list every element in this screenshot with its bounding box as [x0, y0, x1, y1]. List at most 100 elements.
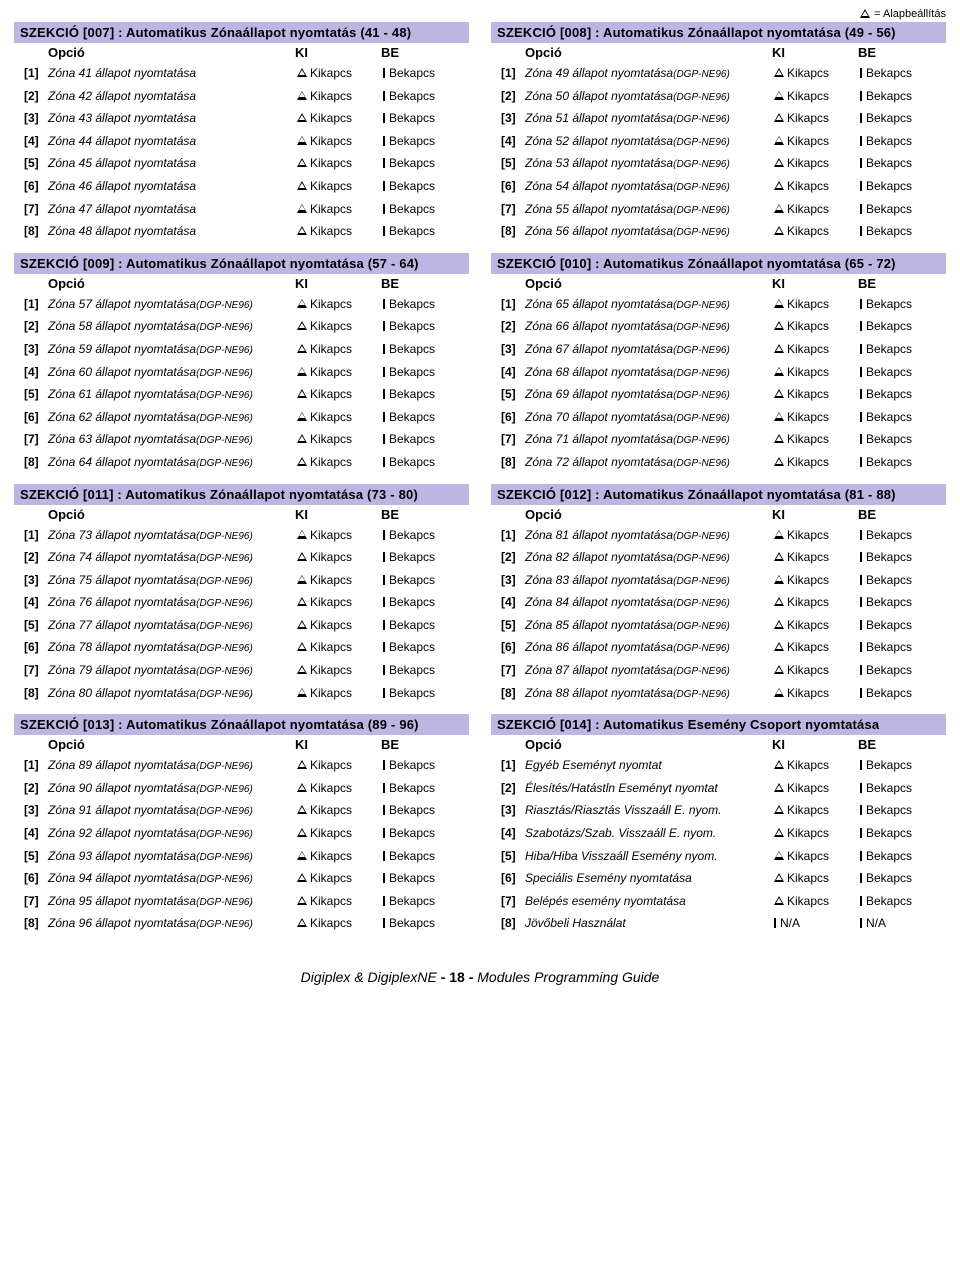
- option-row: [7]Zóna 47 állapot nyomtatásaKikapcsBeka…: [14, 198, 469, 221]
- col-opcio: Opció: [48, 507, 295, 522]
- option-be: Bekapcs: [860, 87, 946, 106]
- option-ki: Kikapcs: [297, 340, 383, 359]
- bar-icon: [383, 136, 385, 146]
- option-index: [4]: [14, 824, 48, 843]
- option-index: [2]: [14, 87, 48, 106]
- option-row: [4]Zóna 60 állapot nyomtatása(DGP-NE96)K…: [14, 361, 469, 384]
- option-index: [5]: [491, 847, 525, 866]
- option-label: Zóna 84 állapot nyomtatása(DGP-NE96): [525, 593, 774, 612]
- section: SZEKCIÓ [008] : Automatikus Zónaállapot …: [491, 22, 946, 243]
- option-index: [6]: [491, 869, 525, 888]
- option-label: Zóna 67 állapot nyomtatása(DGP-NE96): [525, 340, 774, 359]
- option-be: Bekapcs: [860, 571, 946, 590]
- option-index: [2]: [14, 317, 48, 336]
- option-be: Bekapcs: [860, 779, 946, 798]
- option-index: [2]: [491, 317, 525, 336]
- bar-icon: [383, 851, 385, 861]
- triangle-icon: [297, 783, 307, 792]
- bar-icon: [383, 783, 385, 793]
- option-label: Belépés esemény nyomtatása: [525, 892, 774, 911]
- option-index: [1]: [491, 64, 525, 83]
- page-grid: SZEKCIÓ [007] : Automatikus Zónaállapot …: [14, 22, 946, 935]
- option-index: [3]: [491, 340, 525, 359]
- option-label: Zóna 75 állapot nyomtatása(DGP-NE96): [48, 571, 297, 590]
- option-label: Zóna 85 állapot nyomtatása(DGP-NE96): [525, 616, 774, 635]
- triangle-icon: [774, 873, 784, 882]
- option-be: Bekapcs: [383, 526, 469, 545]
- option-be: Bekapcs: [383, 847, 469, 866]
- option-be: Bekapcs: [383, 756, 469, 775]
- bar-icon: [860, 226, 862, 236]
- option-label: Zóna 59 állapot nyomtatása(DGP-NE96): [48, 340, 297, 359]
- option-row: [2]Zóna 90 állapot nyomtatása(DGP-NE96)K…: [14, 777, 469, 800]
- triangle-icon: [774, 805, 784, 814]
- option-be: Bekapcs: [383, 64, 469, 83]
- option-label: Zóna 66 állapot nyomtatása(DGP-NE96): [525, 317, 774, 336]
- option-be: Bekapcs: [383, 430, 469, 449]
- section: SZEKCIÓ [013] : Automatikus Zónaállapot …: [14, 714, 469, 935]
- triangle-icon: [297, 68, 307, 77]
- option-index: [5]: [491, 385, 525, 404]
- option-ki: Kikapcs: [774, 453, 860, 472]
- option-be: Bekapcs: [383, 177, 469, 196]
- option-row: [3]Zóna 59 állapot nyomtatása(DGP-NE96)K…: [14, 338, 469, 361]
- option-index: [5]: [491, 154, 525, 173]
- triangle-icon: [297, 575, 307, 584]
- option-be: Bekapcs: [383, 154, 469, 173]
- triangle-icon: [774, 575, 784, 584]
- triangle-icon: [774, 552, 784, 561]
- bar-icon: [860, 851, 862, 861]
- option-row: [8]Zóna 48 állapot nyomtatásaKikapcsBeka…: [14, 220, 469, 243]
- bar-icon: [383, 389, 385, 399]
- option-label: Zóna 63 állapot nyomtatása(DGP-NE96): [48, 430, 297, 449]
- option-label: Jövőbeli Használat: [525, 914, 774, 933]
- option-be: Bekapcs: [860, 295, 946, 314]
- option-be: Bekapcs: [860, 638, 946, 657]
- option-index: [4]: [491, 593, 525, 612]
- option-be: Bekapcs: [860, 892, 946, 911]
- option-label: Zóna 78 állapot nyomtatása(DGP-NE96): [48, 638, 297, 657]
- option-be: Bekapcs: [860, 109, 946, 128]
- option-be: Bekapcs: [383, 914, 469, 933]
- option-ki: Kikapcs: [774, 571, 860, 590]
- option-be: Bekapcs: [860, 408, 946, 427]
- option-row: [5]Zóna 45 állapot nyomtatásaKikapcsBeka…: [14, 152, 469, 175]
- option-label: Zóna 94 állapot nyomtatása(DGP-NE96): [48, 869, 297, 888]
- option-row: [6]Zóna 94 állapot nyomtatása(DGP-NE96)K…: [14, 867, 469, 890]
- option-index: [7]: [14, 200, 48, 219]
- option-ki: Kikapcs: [297, 363, 383, 382]
- option-ki: Kikapcs: [297, 295, 383, 314]
- bar-icon: [383, 434, 385, 444]
- col-be: BE: [381, 507, 467, 522]
- triangle-icon: [297, 597, 307, 606]
- col-be: BE: [381, 45, 467, 60]
- triangle-icon: [774, 620, 784, 629]
- option-ki: Kikapcs: [774, 801, 860, 820]
- option-be: Bekapcs: [860, 593, 946, 612]
- option-ki: Kikapcs: [297, 453, 383, 472]
- section-header: OpcióKIBE: [14, 505, 469, 524]
- option-ki: Kikapcs: [297, 64, 383, 83]
- option-row: [4]Zóna 92 állapot nyomtatása(DGP-NE96)K…: [14, 822, 469, 845]
- option-label: Zóna 55 állapot nyomtatása(DGP-NE96): [525, 200, 774, 219]
- triangle-icon: [297, 620, 307, 629]
- option-row: [3]Zóna 67 állapot nyomtatása(DGP-NE96)K…: [491, 338, 946, 361]
- option-index: [1]: [491, 295, 525, 314]
- option-label: Zóna 45 állapot nyomtatása: [48, 154, 297, 173]
- section-header: OpcióKIBE: [14, 735, 469, 754]
- option-ki: Kikapcs: [774, 363, 860, 382]
- option-index: [1]: [491, 526, 525, 545]
- col-ki: KI: [772, 737, 858, 752]
- col-ki: KI: [295, 276, 381, 291]
- option-row: [6]Zóna 62 állapot nyomtatása(DGP-NE96)K…: [14, 406, 469, 429]
- triangle-icon: [774, 597, 784, 606]
- triangle-icon: [774, 688, 784, 697]
- option-ki: Kikapcs: [774, 661, 860, 680]
- option-index: [2]: [491, 548, 525, 567]
- section-header: OpcióKIBE: [491, 274, 946, 293]
- option-row: [4]Zóna 44 állapot nyomtatásaKikapcsBeka…: [14, 130, 469, 153]
- triangle-icon: [297, 760, 307, 769]
- option-be: Bekapcs: [383, 684, 469, 703]
- bar-icon: [383, 597, 385, 607]
- triangle-icon: [774, 158, 784, 167]
